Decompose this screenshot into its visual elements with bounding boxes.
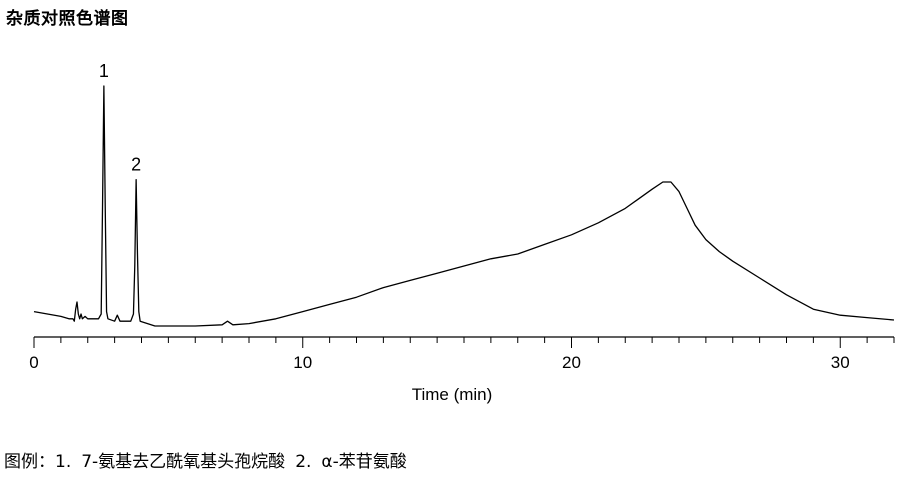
peak-label-1: 1 (99, 61, 109, 81)
legend-prefix: 图例： (4, 452, 55, 472)
x-axis-label: Time (min) (412, 385, 493, 404)
page-title: 杂质对照色谱图 (6, 9, 129, 29)
legend: 图例：1. 7-氨基去乙酰氧基头孢烷酸 2. α-苯苷氨酸 (4, 447, 407, 472)
x-tick-label: 10 (293, 353, 312, 372)
x-axis: 0 10 20 30 Time (min) (29, 336, 895, 404)
series-layer (33, 85, 895, 327)
legend-item-1-name: 7-氨基去乙酰氧基头孢烷酸 (81, 452, 286, 472)
x-tick-label: 0 (29, 353, 38, 372)
legend-item-2-name: α-苯苷氨酸 (321, 452, 407, 472)
x-tick-label: 20 (562, 353, 581, 372)
legend-item-2-number: 2. (295, 452, 312, 472)
peak-labels: 12 (99, 61, 141, 175)
legend-item-1-number: 1. (55, 452, 72, 472)
chromatogram-trace (33, 85, 895, 327)
peak-label-2: 2 (131, 155, 141, 175)
x-tick-label: 30 (831, 353, 850, 372)
